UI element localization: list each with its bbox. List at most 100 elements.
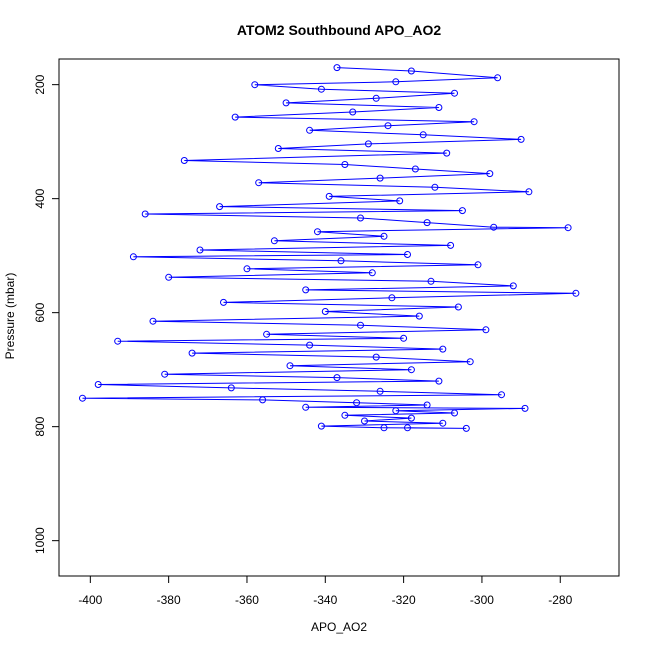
y-tick-label: 400 [33,188,47,208]
data-point [392,407,400,415]
data-point [231,113,239,121]
data-point [458,207,466,215]
data-point [321,308,329,315]
data-point [149,317,157,325]
data-point [357,214,364,222]
data-point [372,353,380,361]
data-point [380,232,388,240]
data-point [337,257,345,265]
data-point [474,261,482,269]
data-point [439,345,447,353]
data-point [376,174,384,182]
data-point [341,411,349,419]
data-point [333,64,341,72]
data-point [482,326,490,334]
data-point [431,183,439,191]
x-axis: -400 -380 -360 -340 -320 -300 -280 [78,576,573,607]
data-point [470,118,478,126]
data-point [404,251,411,258]
y-axis: 200 400 600 800 1000 [33,74,59,554]
data-point [388,294,396,302]
data-point [302,403,310,411]
y-tick-label: 1000 [33,527,47,554]
x-tick-label: -340 [313,593,337,607]
data-point [517,135,525,143]
data-point [270,237,278,245]
data-point [427,277,435,285]
data-point [180,157,188,164]
data-point [368,269,376,277]
data-point [572,289,580,297]
y-tick-label: 600 [33,302,47,322]
x-tick-label: -380 [157,593,181,607]
y-tick-label: 200 [33,74,47,94]
data-point [498,391,505,399]
data-point [486,170,494,178]
data-point [306,126,314,134]
y-tick-label: 800 [33,416,47,436]
data-point [302,286,310,294]
data-point [314,228,321,236]
data-point [400,334,408,342]
data-point [521,404,529,412]
data-point [451,409,458,417]
data-point [317,85,325,93]
x-tick-label: -280 [548,593,572,607]
data-point [435,104,443,111]
data-point [286,362,294,370]
series-layer [79,64,580,432]
data-point [462,424,470,432]
data-point [251,81,259,89]
data-point [255,179,263,187]
data-point [161,370,169,378]
data-point [451,89,458,97]
data-point [494,74,502,82]
data-point [364,140,372,148]
data-point [525,188,533,196]
data-point [216,203,224,211]
plot-frame [58,58,620,577]
data-point [372,94,380,102]
data-point [407,366,415,374]
data-point [407,414,415,422]
data-point [325,192,333,200]
data-point [259,396,267,404]
data-point [243,265,251,273]
data-point [454,303,462,311]
data-point [361,417,368,425]
data-point [419,131,427,139]
data-point [79,394,86,402]
data-point [490,223,498,231]
x-tick-label: -400 [78,593,102,607]
x-tick-label: -360 [235,593,259,607]
data-point [306,341,314,349]
x-axis-label: APO_AO2 [311,620,367,634]
data-point [407,67,415,75]
data-point [220,298,227,306]
data-point [439,419,447,427]
data-point [227,384,235,392]
data-point [415,312,423,320]
data-point [447,241,455,249]
data-point [196,246,204,254]
data-point [443,149,451,157]
data-point [341,161,349,168]
data-point [411,165,419,173]
data-point [423,219,431,227]
data-point [349,108,357,116]
data-point [317,422,325,430]
data-point [380,424,388,432]
data-point [165,273,173,281]
data-point [466,358,474,366]
data-point [263,330,271,338]
data-point [404,424,411,432]
data-point [564,224,572,232]
data-point [282,99,290,107]
data-point [392,78,400,86]
x-tick-label: -300 [470,593,494,607]
data-point [509,282,517,290]
data-point [129,253,137,261]
data-point [114,337,122,345]
series-line [82,67,576,429]
